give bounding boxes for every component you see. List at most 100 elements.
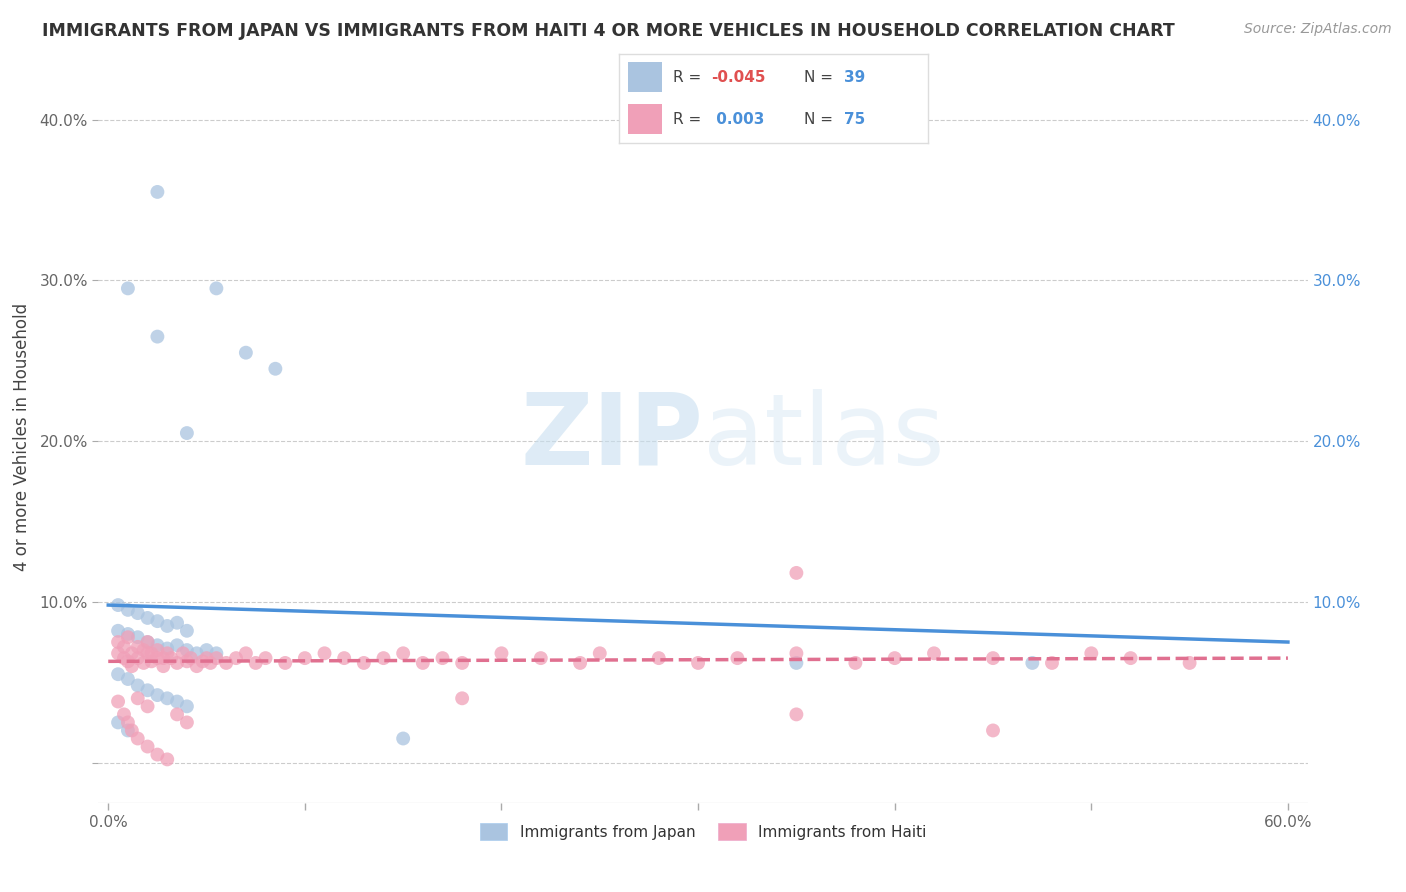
Point [141, 646, 163, 660]
Point [254, 651, 277, 665]
Text: -0.045: -0.045 [711, 70, 766, 85]
Text: 0.003: 0.003 [711, 112, 765, 127]
Point [166, 707, 188, 722]
Text: N =: N = [804, 70, 838, 85]
Point [195, 651, 218, 665]
Point [136, 699, 159, 714]
Point [688, 656, 710, 670]
Point [186, 659, 208, 673]
Point [107, 646, 129, 660]
Text: Source: ZipAtlas.com: Source: ZipAtlas.com [1244, 22, 1392, 37]
Point [235, 646, 257, 660]
Point [156, 646, 179, 660]
Point [121, 659, 143, 673]
Point [117, 672, 139, 686]
Text: IMMIGRANTS FROM JAPAN VS IMMIGRANTS FROM HAITI 4 OR MORE VEHICLES IN HOUSEHOLD C: IMMIGRANTS FROM JAPAN VS IMMIGRANTS FROM… [42, 22, 1175, 40]
Point [451, 656, 474, 670]
Point [1040, 656, 1063, 670]
Bar [628, 62, 662, 92]
Point [146, 185, 169, 199]
Point [136, 646, 159, 660]
Point [648, 651, 671, 665]
Text: atlas: atlas [703, 389, 945, 485]
Point [136, 611, 159, 625]
Text: N =: N = [804, 112, 838, 127]
Point [176, 425, 198, 440]
Point [373, 651, 395, 665]
Point [176, 643, 198, 657]
Text: 39: 39 [845, 70, 866, 85]
Point [160, 651, 183, 665]
Point [314, 646, 336, 660]
Point [195, 643, 218, 657]
Point [146, 651, 169, 665]
Point [1119, 651, 1142, 665]
Point [112, 707, 135, 722]
Point [725, 651, 748, 665]
Text: ZIP: ZIP [520, 389, 703, 485]
Point [127, 678, 149, 692]
Point [121, 723, 143, 738]
Point [392, 646, 415, 660]
Point [451, 691, 474, 706]
Text: 75: 75 [845, 112, 866, 127]
Point [132, 656, 155, 670]
Point [191, 654, 214, 668]
Point [264, 361, 287, 376]
Point [127, 606, 149, 620]
Point [166, 638, 188, 652]
Point [172, 646, 194, 660]
Point [117, 603, 139, 617]
Point [205, 651, 228, 665]
Point [121, 646, 143, 660]
Point [785, 566, 807, 580]
Point [132, 643, 155, 657]
Point [981, 723, 1004, 738]
Point [412, 656, 434, 670]
Point [127, 731, 149, 746]
Point [146, 329, 169, 343]
Point [353, 656, 375, 670]
Point [785, 707, 807, 722]
Point [844, 656, 866, 670]
Point [205, 281, 228, 295]
Point [176, 715, 198, 730]
Point [785, 656, 807, 670]
Point [294, 651, 316, 665]
Point [785, 646, 807, 660]
Y-axis label: 4 or more Vehicles in Household: 4 or more Vehicles in Household [13, 303, 31, 571]
Point [235, 345, 257, 359]
Point [392, 731, 415, 746]
Point [117, 723, 139, 738]
Point [117, 281, 139, 295]
Point [245, 656, 267, 670]
Legend: Immigrants from Japan, Immigrants from Haiti: Immigrants from Japan, Immigrants from H… [474, 816, 932, 847]
Point [136, 739, 159, 754]
Point [156, 641, 179, 656]
Point [432, 651, 454, 665]
Point [176, 624, 198, 638]
Text: R =: R = [672, 70, 706, 85]
Point [922, 646, 945, 660]
Point [225, 651, 247, 665]
Point [117, 654, 139, 668]
Point [141, 654, 163, 668]
Point [180, 651, 202, 665]
Point [1021, 656, 1043, 670]
Point [156, 691, 179, 706]
Point [200, 656, 222, 670]
Point [117, 715, 139, 730]
Point [117, 630, 139, 644]
Point [112, 651, 135, 665]
Point [589, 646, 612, 660]
Point [107, 624, 129, 638]
Point [136, 635, 159, 649]
Bar [628, 104, 662, 134]
Point [883, 651, 905, 665]
Point [127, 640, 149, 654]
Point [127, 691, 149, 706]
Point [215, 656, 238, 670]
Point [491, 646, 513, 660]
Point [176, 699, 198, 714]
Point [1178, 656, 1201, 670]
